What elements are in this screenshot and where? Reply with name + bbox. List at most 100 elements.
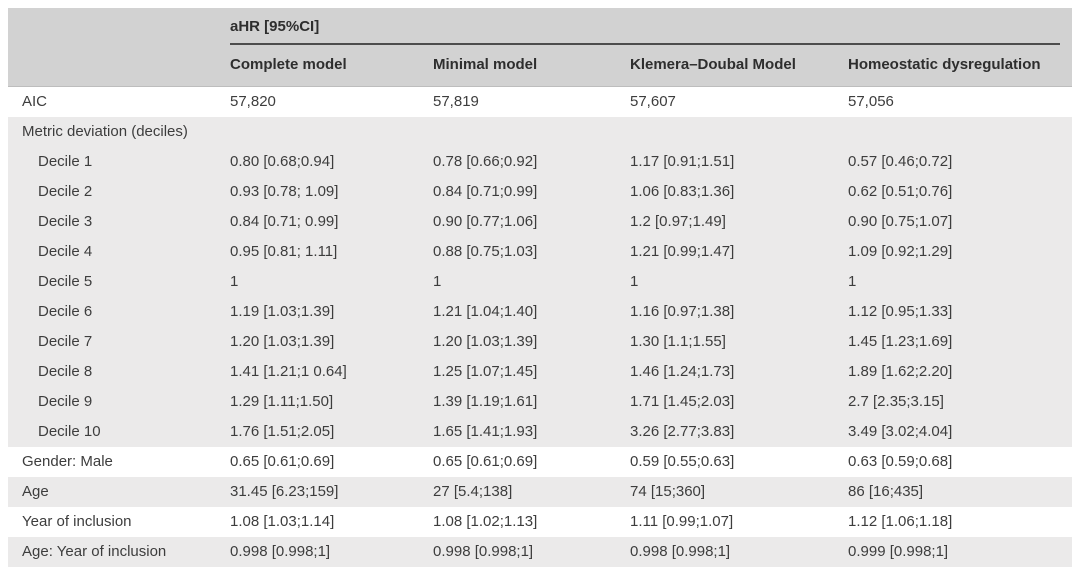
table-row: Decile 7 1.20 [1.03;1.39] 1.20 [1.03;1.39]… <box>8 327 1072 357</box>
row-label: Decile 6 <box>8 297 230 327</box>
cell-value: 1 <box>848 267 1072 297</box>
cell-value: 3.49 [3.02;4.04] <box>848 417 1072 447</box>
cell-value: 0.62 [0.51;0.76] <box>848 177 1072 207</box>
cell-value: 0.63 [0.59;0.68] <box>848 453 953 470</box>
column-header-complete-model: Complete model <box>230 45 433 87</box>
cell-value: 1 <box>433 267 630 297</box>
hazard-ratio-table: aHR [95%CI] Complete model Minimal model… <box>8 8 1072 567</box>
cell-value: 1.71 [1.45;2.03] <box>630 387 848 417</box>
cell-value: 1.20 [1.03;1.39] <box>230 327 433 357</box>
cell-value: 0.78 [0.66;0.92] <box>433 147 630 177</box>
cell-value: 0.65 [0.61;0.69] <box>230 453 335 470</box>
cell-value: 0.998 [0.998;1] <box>230 537 433 567</box>
table-header: aHR [95%CI] Complete model Minimal model… <box>8 8 1072 87</box>
spanner-cell: aHR [95%CI] <box>230 8 1072 45</box>
cell-value: 0.57 [0.46;0.72] <box>848 147 1072 177</box>
table-row: Gender: Male 0.65 [0.61;0.69] 0.65 [0.61;0… <box>8 447 1072 477</box>
cell-value: 1.08 [1.03;1.14] <box>230 513 335 530</box>
corner-cell <box>8 45 230 87</box>
cell-value <box>433 117 630 147</box>
row-label: Decile 3 <box>8 207 230 237</box>
cell-value: 0.998 [0.998;1] <box>433 537 630 567</box>
table-row: Decile 2 0.93 [0.78; 1.09] 0.84 [0.71;0.99… <box>8 177 1072 207</box>
row-label: AIC <box>22 93 48 110</box>
table-row: Age 31.45 [6.23;159] 27 [5.4;138] 74 [15;36… <box>8 477 1072 507</box>
cell-value: 1.19 [1.03;1.39] <box>230 297 433 327</box>
row-label: Decile 9 <box>8 387 230 417</box>
cell-value: 1.30 [1.1;1.55] <box>630 327 848 357</box>
cell-value: 57,820 <box>230 93 276 110</box>
column-header-homeostatic-dysregulation: Homeostatic dysregulation <box>848 45 1072 87</box>
table-row: Decile 6 1.19 [1.03;1.39] 1.21 [1.04;1.40]… <box>8 297 1072 327</box>
table-row: Decile 9 1.29 [1.11;1.50] 1.39 [1.19;1.61]… <box>8 387 1072 417</box>
cell-value: 1.25 [1.07;1.45] <box>433 357 630 387</box>
table-row: Decile 4 0.95 [0.81; 1.11] 0.88 [0.75;1.03… <box>8 237 1072 267</box>
table-row: Decile 3 0.84 [0.71; 0.99] 0.90 [0.77;1.06… <box>8 207 1072 237</box>
table-row: Decile 8 1.41 [1.21;1 0.64] 1.25 [1.07;1.4… <box>8 357 1072 387</box>
cell-value: 27 [5.4;138] <box>433 477 630 507</box>
row-label: Decile 10 <box>8 417 230 447</box>
cell-value: 0.59 [0.55;0.63] <box>630 453 735 470</box>
cell-value: 1.12 [0.95;1.33] <box>848 297 1072 327</box>
cell-value: 2.7 [2.35;3.15] <box>848 387 1072 417</box>
column-header-klemera-doubal-model: Klemera–Doubal Model <box>630 45 848 87</box>
cell-value: 86 [16;435] <box>848 477 1072 507</box>
cell-value: 31.45 [6.23;159] <box>230 477 433 507</box>
row-label: Decile 2 <box>8 177 230 207</box>
cell-value: 0.80 [0.68;0.94] <box>230 147 433 177</box>
row-label: Decile 8 <box>8 357 230 387</box>
cell-value: 1.20 [1.03;1.39] <box>433 327 630 357</box>
cell-value: 57,607 <box>630 93 676 110</box>
cell-value: 1.39 [1.19;1.61] <box>433 387 630 417</box>
cell-value: 0.998 [0.998;1] <box>630 537 848 567</box>
cell-value: 1.17 [0.91;1.51] <box>630 147 848 177</box>
results-table-container: aHR [95%CI] Complete model Minimal model… <box>8 8 1072 567</box>
row-label: Decile 7 <box>8 327 230 357</box>
cell-value: 1.11 [0.99;1.07] <box>630 513 734 530</box>
cell-value: 0.90 [0.77;1.06] <box>433 207 630 237</box>
cell-value <box>630 117 848 147</box>
cell-value: 1.45 [1.23;1.69] <box>848 327 1072 357</box>
cell-value: 57,056 <box>848 93 894 110</box>
row-label: Age <box>8 477 230 507</box>
cell-value: 1.89 [1.62;2.20] <box>848 357 1072 387</box>
column-header-row: Complete model Minimal model Klemera–Dou… <box>8 45 1072 87</box>
table-row: Year of inclusion 1.08 [1.03;1.14] 1.08 [1… <box>8 507 1072 537</box>
table-row: Decile 10 1.76 [1.51;2.05] 1.65 [1.41;1.93… <box>8 417 1072 447</box>
cell-value: 0.93 [0.78; 1.09] <box>230 177 433 207</box>
cell-value: 1.16 [0.97;1.38] <box>630 297 848 327</box>
cell-value: 0.65 [0.61;0.69] <box>433 453 538 470</box>
cell-value: 1.21 [0.99;1.47] <box>630 237 848 267</box>
cell-value: 1.21 [1.04;1.40] <box>433 297 630 327</box>
table-row: Decile 1 0.80 [0.68;0.94] 0.78 [0.66;0.92]… <box>8 147 1072 177</box>
cell-value: 0.95 [0.81; 1.11] <box>230 237 433 267</box>
cell-value: 0.84 [0.71;0.99] <box>433 177 630 207</box>
cell-value: 1.46 [1.24;1.73] <box>630 357 848 387</box>
row-label: Gender: Male <box>22 453 113 470</box>
spanner-label: aHR [95%CI] <box>230 8 1060 45</box>
cell-value: 1.76 [1.51;2.05] <box>230 417 433 447</box>
cell-value: 1.29 [1.11;1.50] <box>230 387 433 417</box>
column-header-minimal-model: Minimal model <box>433 45 630 87</box>
cell-value <box>230 117 433 147</box>
row-label: Year of inclusion <box>22 513 132 530</box>
cell-value: 1.08 [1.02;1.13] <box>433 513 538 530</box>
cell-value: 0.90 [0.75;1.07] <box>848 207 1072 237</box>
cell-value: 1 <box>230 267 433 297</box>
cell-value: 1 <box>630 267 848 297</box>
cell-value: 1.12 [1.06;1.18] <box>848 513 953 530</box>
cell-value: 74 [15;360] <box>630 477 848 507</box>
cell-value: 3.26 [2.77;3.83] <box>630 417 848 447</box>
row-label: Age: Year of inclusion <box>8 537 230 567</box>
cell-value <box>848 117 1072 147</box>
row-label: Decile 5 <box>8 267 230 297</box>
section-row: Metric deviation (deciles) <box>8 117 1072 147</box>
corner-cell <box>8 8 230 45</box>
cell-value: 1.41 [1.21;1 0.64] <box>230 357 433 387</box>
row-label: Decile 1 <box>8 147 230 177</box>
table-body: AIC 57,820 57,819 57,607 57,056 Metric deviat… <box>8 87 1072 567</box>
row-label: Decile 4 <box>8 237 230 267</box>
cell-value: 57,819 <box>433 93 479 110</box>
row-label: Metric deviation (deciles) <box>8 117 230 147</box>
